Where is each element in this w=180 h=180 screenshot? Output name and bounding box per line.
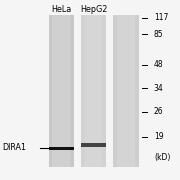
Bar: [81, 143, 106, 147]
Text: 34: 34: [154, 84, 164, 93]
Text: 85: 85: [154, 30, 163, 39]
Text: 48: 48: [154, 60, 163, 69]
Bar: [49, 147, 74, 150]
Bar: [52, 15, 70, 167]
Text: 117: 117: [154, 14, 168, 22]
Text: HepG2: HepG2: [80, 5, 107, 14]
Bar: [113, 15, 139, 167]
Bar: [117, 15, 135, 167]
Bar: [85, 15, 102, 167]
Text: (kD): (kD): [154, 153, 170, 162]
Text: 19: 19: [154, 132, 163, 141]
Text: 26: 26: [154, 107, 163, 116]
Text: DIRA1: DIRA1: [2, 143, 26, 152]
Bar: [81, 15, 106, 167]
Text: HeLa: HeLa: [51, 5, 71, 14]
Bar: [49, 15, 74, 167]
